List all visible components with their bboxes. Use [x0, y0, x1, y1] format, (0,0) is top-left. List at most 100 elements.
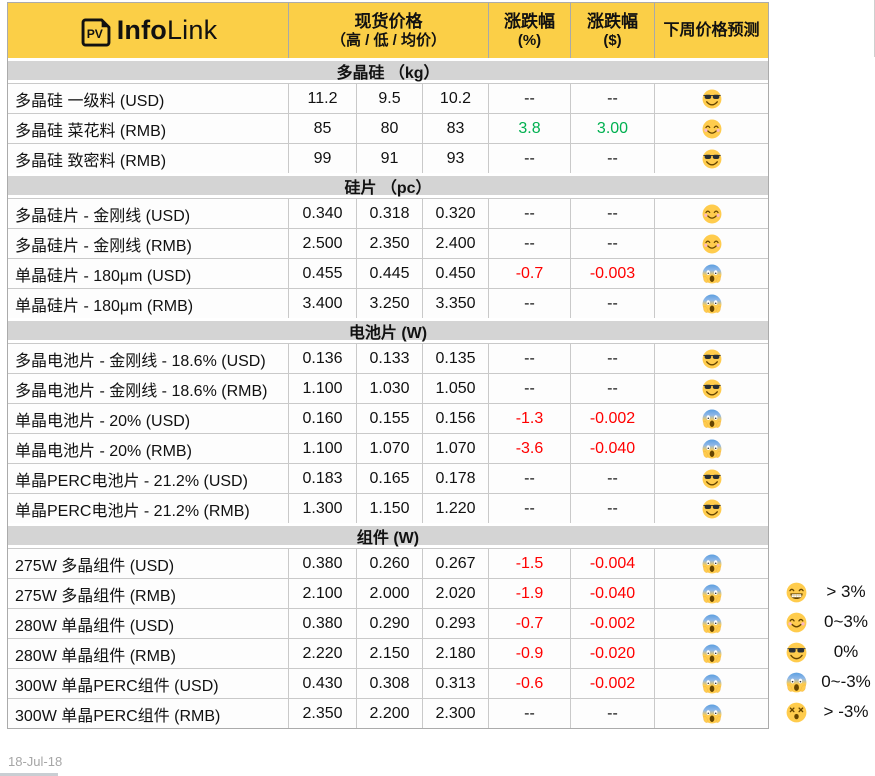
- change-percent-value: --: [488, 289, 570, 318]
- price-avg: 2.300: [422, 699, 488, 728]
- forecast-legend: > 3% 0~3% 0% 0~-3% > -3%: [786, 577, 875, 727]
- price-avg: 2.020: [422, 579, 488, 608]
- change-usd-title: 涨跌幅: [587, 11, 638, 31]
- scream-emoji-icon: [702, 584, 722, 604]
- change-percent-value: --: [488, 464, 570, 493]
- forecast-cell: [654, 549, 768, 578]
- price-high: 0.136: [288, 344, 356, 373]
- logo-word-info: Info: [116, 14, 167, 45]
- price-high: 0.160: [288, 404, 356, 433]
- table-row: 多晶硅片 - 金刚线 (USD) 0.340 0.318 0.320 -- --: [8, 198, 768, 228]
- legend-label: > -3%: [823, 702, 869, 721]
- spot-price-subtitle: （高 / 低 / 均价）: [330, 31, 446, 49]
- forecast-cell: [654, 699, 768, 728]
- table-row: 280W 单晶组件 (USD) 0.380 0.290 0.293 -0.7 -0.002: [8, 608, 768, 638]
- price-high: 0.430: [288, 669, 356, 698]
- price-high: 11.2: [288, 84, 356, 113]
- product-name: 多晶硅 致密料 (RMB): [15, 152, 167, 170]
- product-name: 单晶电池片 - 20% (USD): [15, 412, 191, 430]
- change-usd-value: --: [570, 494, 654, 523]
- price-low: 3.250: [356, 289, 422, 318]
- change-usd-value: -0.003: [570, 259, 654, 288]
- scream-emoji-icon: [702, 554, 722, 574]
- price-low: 0.318: [356, 199, 422, 228]
- column-header-change-usd: 涨跌幅 ($): [570, 3, 654, 58]
- change-percent-value: -1.3: [488, 404, 570, 433]
- change-percent-unit: (%): [517, 31, 542, 49]
- legend-label: 0~-3%: [821, 672, 871, 691]
- column-header-change-percent: 涨跌幅 (%): [488, 3, 570, 58]
- table-row: 单晶PERC电池片 - 21.2% (USD) 0.183 0.165 0.178 --…: [8, 463, 768, 493]
- price-low: 0.165: [356, 464, 422, 493]
- sunglasses-emoji-icon: [702, 349, 722, 369]
- price-high: 0.183: [288, 464, 356, 493]
- price-avg: 83: [422, 114, 488, 143]
- price-high: 1.100: [288, 374, 356, 403]
- price-avg: 1.220: [422, 494, 488, 523]
- product-name: 单晶PERC电池片 - 21.2% (RMB): [15, 502, 250, 520]
- price-high: 85: [288, 114, 356, 143]
- price-low: 0.308: [356, 669, 422, 698]
- price-high: 1.100: [288, 434, 356, 463]
- change-usd-value: -0.040: [570, 434, 654, 463]
- forecast-cell: [654, 464, 768, 493]
- change-usd-value: --: [570, 144, 654, 173]
- spot-price-title: 现货价格: [354, 11, 423, 31]
- price-avg: 10.2: [422, 84, 488, 113]
- price-low: 0.155: [356, 404, 422, 433]
- price-avg: 2.180: [422, 639, 488, 668]
- change-percent-value: 3.8: [488, 114, 570, 143]
- change-percent-value: -1.9: [488, 579, 570, 608]
- change-percent-value: --: [488, 699, 570, 728]
- price-high: 2.220: [288, 639, 356, 668]
- legend-item: > 3%: [786, 577, 875, 607]
- price-low: 0.445: [356, 259, 422, 288]
- change-usd-value: -0.020: [570, 639, 654, 668]
- table-row: 多晶硅片 - 金刚线 (RMB) 2.500 2.350 2.400 -- --: [8, 228, 768, 258]
- product-name: 单晶电池片 - 20% (RMB): [15, 442, 192, 460]
- dizzy-emoji-icon: [786, 702, 807, 723]
- change-usd-value: --: [570, 699, 654, 728]
- price-avg: 1.070: [422, 434, 488, 463]
- price-high: 2.500: [288, 229, 356, 258]
- change-usd-value: -0.002: [570, 404, 654, 433]
- forecast-cell: [654, 434, 768, 463]
- price-high: 0.380: [288, 549, 356, 578]
- table-row: 275W 多晶组件 (RMB) 2.100 2.000 2.020 -1.9 -0.040: [8, 578, 768, 608]
- logo-word-link: Link: [166, 14, 218, 45]
- change-usd-value: -0.004: [570, 549, 654, 578]
- change-percent-title: 涨跌幅: [504, 11, 555, 31]
- change-percent-value: --: [488, 494, 570, 523]
- forecast-cell: [654, 259, 768, 288]
- table-row: 275W 多晶组件 (USD) 0.380 0.260 0.267 -1.5 -0.004: [8, 548, 768, 578]
- table-row: 多晶电池片 - 金刚线 - 18.6% (USD) 0.136 0.133 0.135…: [8, 343, 768, 373]
- smiling-emoji-icon: [786, 612, 807, 633]
- product-name: 多晶硅片 - 金刚线 (RMB): [15, 237, 192, 255]
- price-low: 0.260: [356, 549, 422, 578]
- table-row: 单晶PERC电池片 - 21.2% (RMB) 1.300 1.150 1.220 --…: [8, 493, 768, 523]
- table-row: 单晶硅片 - 180μm (USD) 0.455 0.445 0.450 -0.7 -0.…: [8, 258, 768, 288]
- scream-emoji-icon: [702, 264, 722, 284]
- change-percent-value: --: [488, 344, 570, 373]
- price-low: 9.5: [356, 84, 422, 113]
- sunglasses-emoji-icon: [702, 149, 722, 169]
- scream-emoji-icon: [786, 672, 807, 693]
- smiling-emoji-icon: [702, 204, 722, 224]
- pv-infolink-logo: PV InfoLink: [8, 3, 288, 58]
- price-low: 2.200: [356, 699, 422, 728]
- change-percent-value: --: [488, 144, 570, 173]
- scream-emoji-icon: [702, 644, 722, 664]
- logo-wordmark: InfoLink: [117, 14, 218, 48]
- change-usd-value: --: [570, 199, 654, 228]
- price-table-body: 多晶硅 （kg） 多晶硅 一级料 (USD) 11.2 9.5 10.2 -- -- 多晶硅 …: [8, 58, 768, 728]
- product-name: 300W 单晶PERC组件 (RMB): [15, 707, 221, 725]
- change-usd-unit: ($): [603, 31, 622, 49]
- sunglasses-emoji-icon: [702, 89, 722, 109]
- product-name: 多晶硅 菜花料 (RMB): [15, 122, 167, 140]
- forecast-title: 下周价格预测: [663, 21, 760, 39]
- product-name: 多晶硅 一级料 (USD): [15, 92, 165, 110]
- section-header: 组件 (W): [8, 523, 768, 548]
- price-avg: 0.320: [422, 199, 488, 228]
- forecast-cell: [654, 199, 768, 228]
- section-header: 多晶硅 （kg）: [8, 58, 768, 83]
